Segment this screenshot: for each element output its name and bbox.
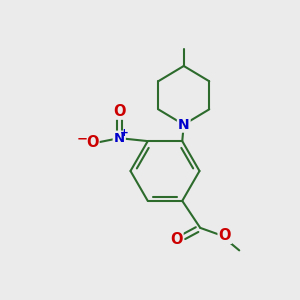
Text: N: N — [114, 132, 125, 145]
Text: N: N — [178, 118, 190, 132]
Text: O: O — [219, 228, 231, 243]
Text: O: O — [170, 232, 182, 247]
Text: +: + — [120, 128, 129, 138]
Text: −: − — [76, 133, 87, 146]
Text: O: O — [86, 135, 98, 150]
Text: O: O — [113, 103, 125, 118]
